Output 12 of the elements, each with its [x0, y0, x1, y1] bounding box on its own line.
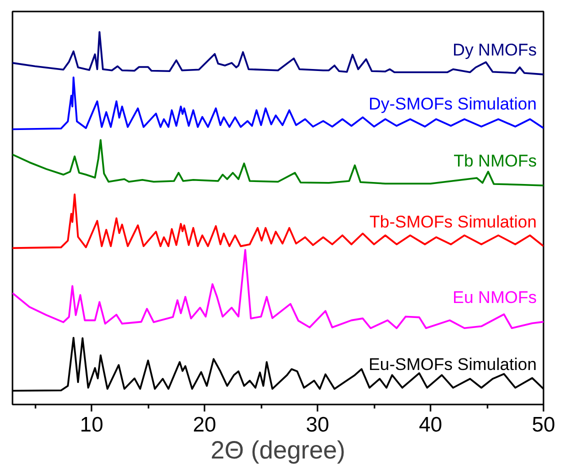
series-label: Tb NMOFs [454, 152, 537, 171]
series-label: Dy NMOFs [452, 40, 537, 60]
x-tick-label: 20 [192, 414, 216, 436]
x-axis-title: 2Θ (degree) [210, 436, 346, 464]
series-label: Dy-SMOFs Simulation [368, 94, 537, 114]
x-tick-label: 40 [418, 414, 442, 436]
series-label: Eu NMOFs [452, 288, 537, 308]
x-tick-label: 30 [306, 414, 330, 436]
series-label: Eu-SMOFs Simulation [368, 355, 537, 374]
x-tick-label: 50 [532, 414, 556, 436]
series-label: Tb-SMOFs Simulation [370, 212, 537, 232]
x-tick-label: 10 [80, 414, 104, 436]
